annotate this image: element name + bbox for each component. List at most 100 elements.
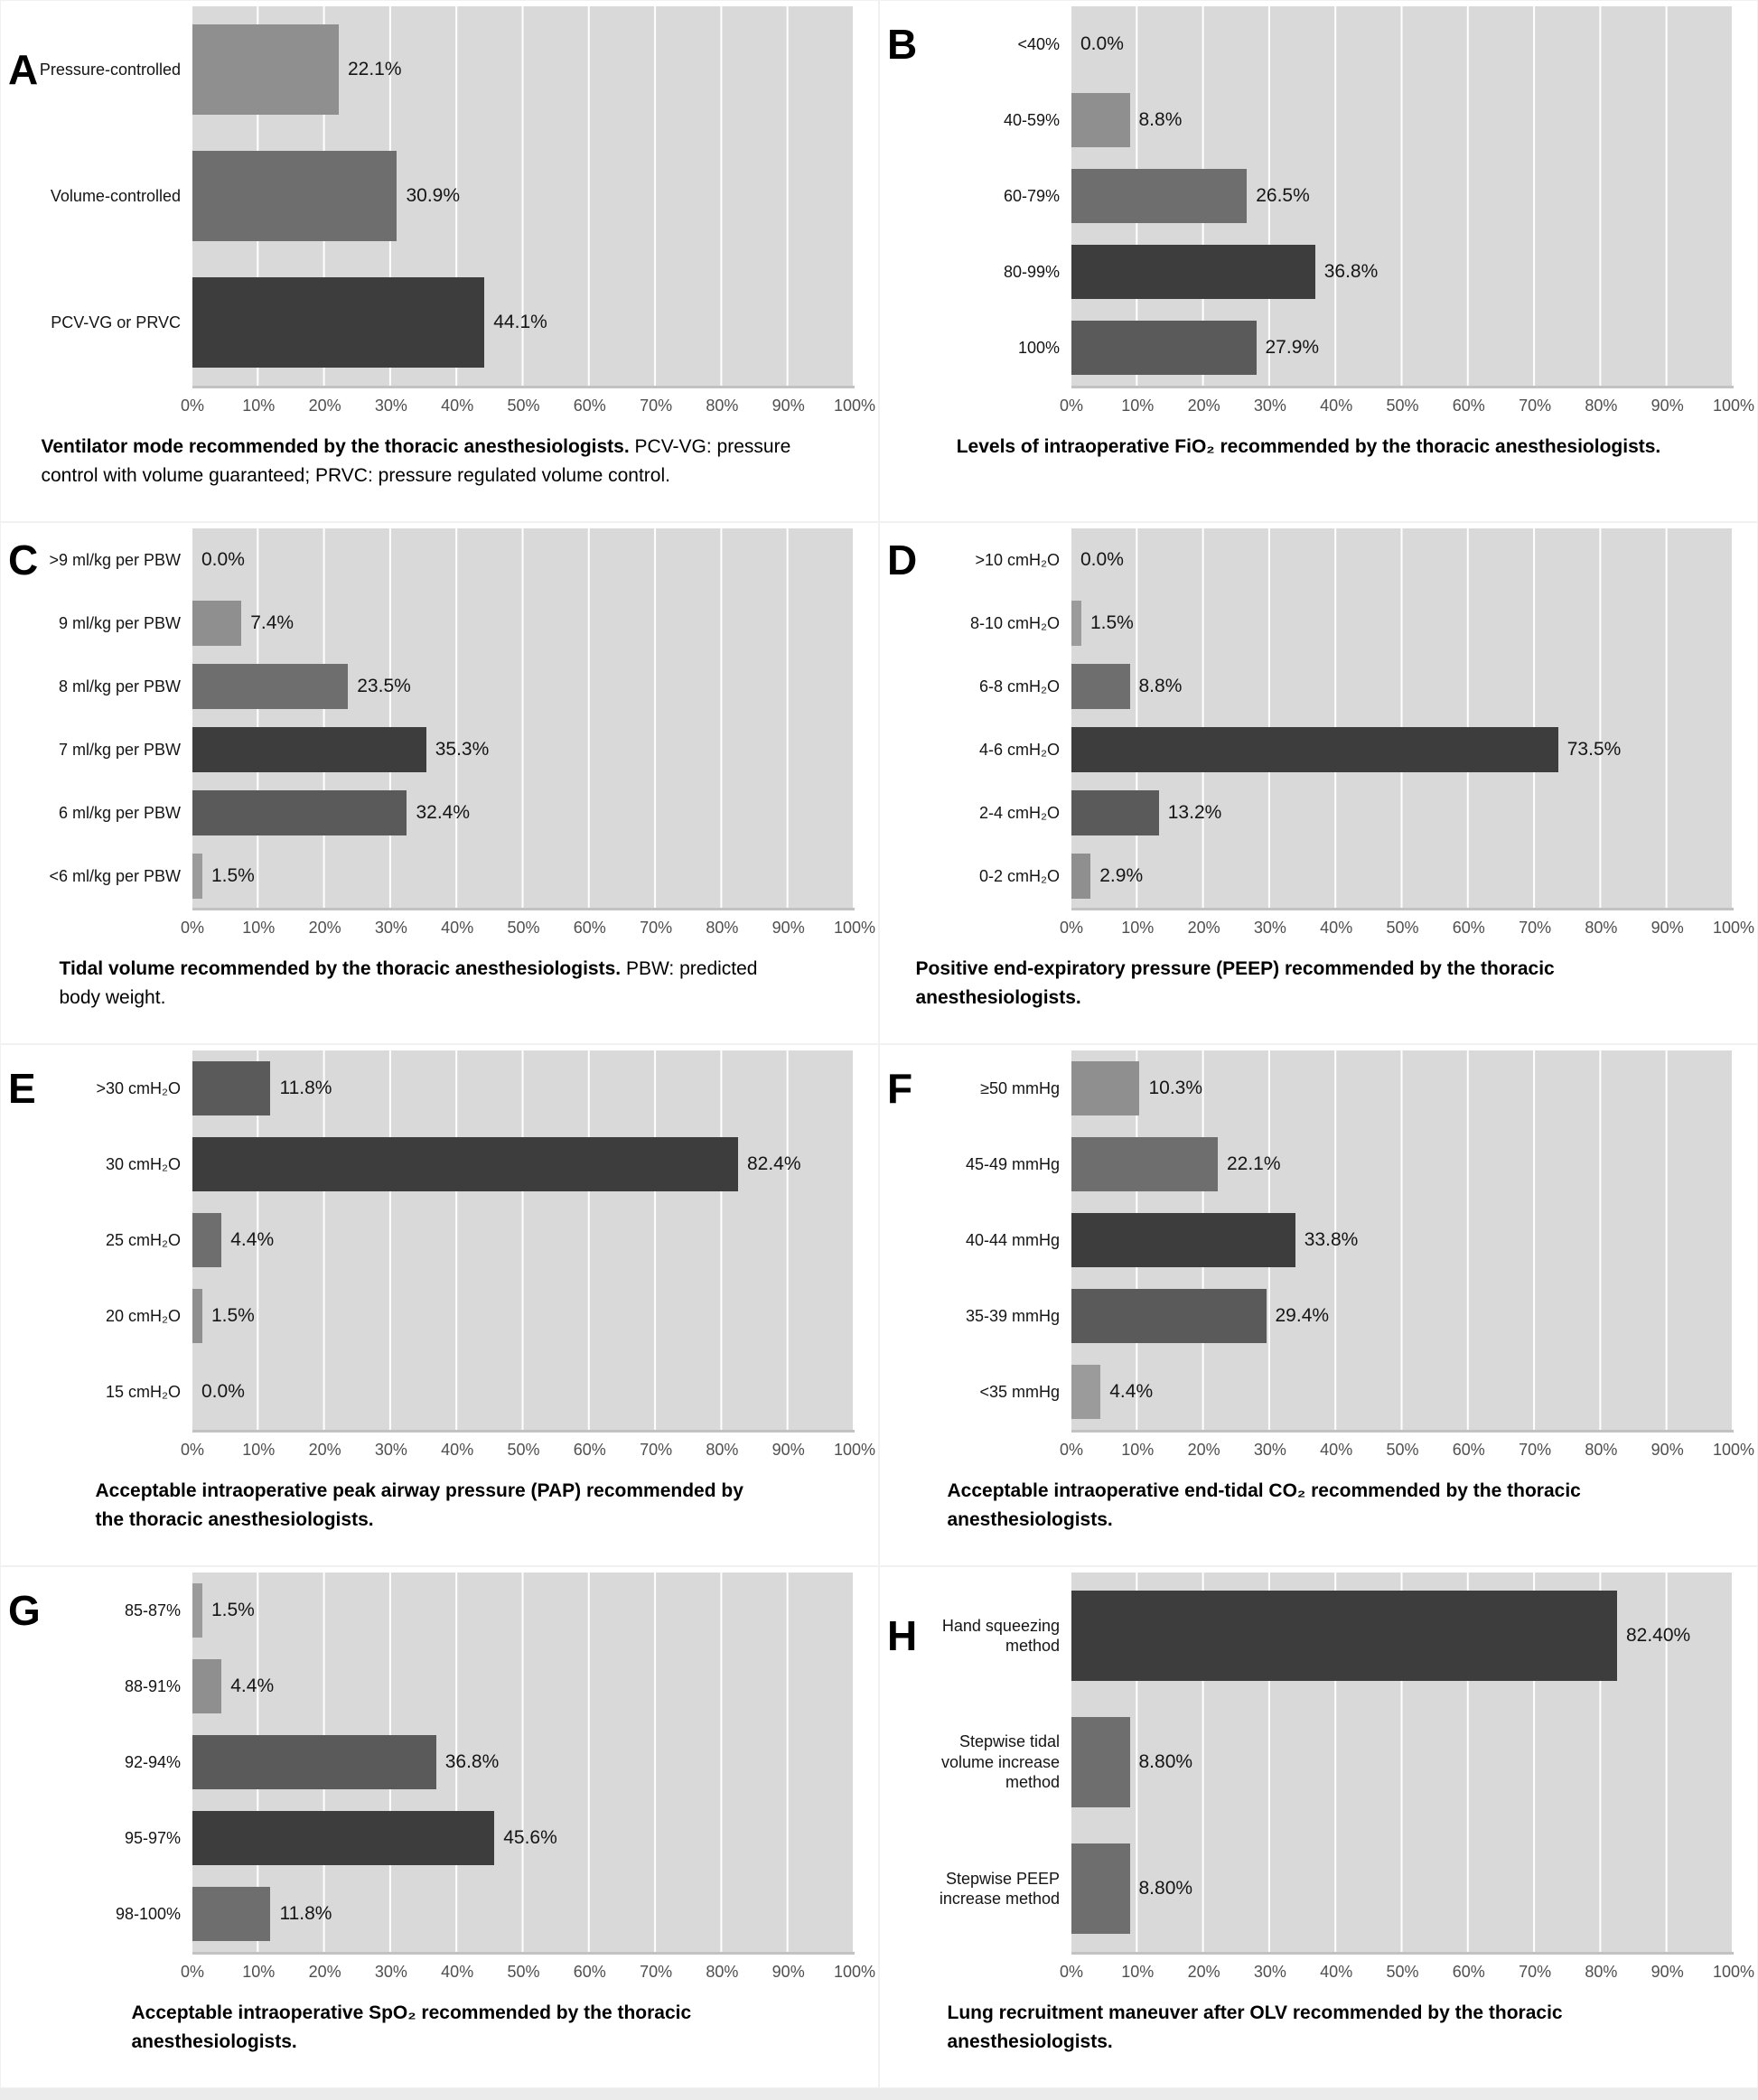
- category-label: 35-39 mmHg: [884, 1278, 1071, 1354]
- category-label: <40%: [884, 6, 1071, 82]
- bar-track: 4.4%: [192, 1648, 855, 1724]
- bar: [192, 663, 349, 710]
- category-label: 6 ml/kg per PBW: [5, 781, 192, 845]
- axis-tick-row: 0% 10% 20% 30% 40% 50% 60% 70% 80% 90% 100%: [1060, 1952, 1754, 1986]
- value-label: 0.0%: [1080, 549, 1124, 570]
- category-label: ≥50 mmHg: [884, 1050, 1071, 1126]
- bar-row: ≥50 mmHg 10.3%: [884, 1050, 1734, 1126]
- bar: [1071, 853, 1091, 900]
- category-label-text: 2-4 cmH₂O: [979, 803, 1060, 822]
- plot-area: <40% 0.0% 40-59% 8.8% 60-79% 26.5% 80-99% 36.8%…: [884, 6, 1734, 386]
- bar: [192, 600, 242, 647]
- bar-track: 0.0%: [1071, 6, 1734, 82]
- bar-track: 33.8%: [1071, 1202, 1734, 1278]
- category-label-text: 30 cmH₂O: [105, 1154, 181, 1173]
- axis-tick: 60%: [1452, 397, 1485, 415]
- category-label-text: Volume-controlled: [50, 186, 181, 205]
- panel-b: B <40% 0.0% 40-59% 8.8% 60-79% 26.5% 80-99% 36.8…: [879, 0, 1758, 522]
- category-label-text: 4-6 cmH₂O: [979, 740, 1060, 759]
- bar-track: 13.2%: [1071, 781, 1734, 845]
- x-axis: 0% 10% 20% 30% 40% 50% 60% 70% 80% 90% 100%: [5, 1430, 875, 1464]
- panel-letter-e: E: [8, 1065, 36, 1112]
- category-label: PCV-VG or PRVC: [5, 259, 192, 386]
- axis-tick: 60%: [573, 1441, 606, 1459]
- panel-letter-d: D: [887, 537, 918, 583]
- panel-caption: Acceptable intraoperative SpO₂ recommend…: [132, 1999, 728, 2056]
- bar-row: 98-100% 11.8%: [5, 1876, 855, 1952]
- axis-tick: 10%: [242, 919, 276, 937]
- axis-tick: 10%: [1121, 919, 1155, 937]
- category-label-text: Stepwise PEEP increase method: [939, 1869, 1060, 1909]
- category-label: Stepwise PEEP increase method: [884, 1825, 1071, 1952]
- bar-track: 7.4%: [192, 592, 855, 655]
- axis-spacer: [5, 908, 192, 942]
- axis-spacer: [5, 1430, 192, 1464]
- plot-area: Hand squeezing method 82.40% Stepwise tida…: [884, 1573, 1734, 1952]
- panel-f: F ≥50 mmHg 10.3% 45-49 mmHg 22.1% 40-44 mmHg 3…: [879, 1044, 1758, 1566]
- axis-tick: 10%: [1121, 397, 1155, 415]
- category-label: Stepwise tidal volume increase method: [884, 1699, 1071, 1825]
- value-label: 1.5%: [1089, 612, 1134, 633]
- bar-track: 30.9%: [192, 133, 855, 259]
- caption-bold-text: Tidal volume recommended by the thoracic…: [59, 958, 622, 979]
- axis-tick: 100%: [1712, 1441, 1755, 1459]
- bar: [192, 789, 407, 836]
- bar-track: 0.0%: [192, 528, 855, 592]
- bar: [1071, 1212, 1295, 1268]
- bar-track: 23.5%: [192, 655, 855, 718]
- axis-tick: 100%: [833, 1441, 876, 1459]
- axis-tick: 100%: [1712, 397, 1755, 415]
- bar-row: 8-10 cmH₂O 1.5%: [884, 592, 1734, 655]
- axis-tick: 30%: [374, 919, 407, 937]
- caption-container: Acceptable intraoperative end-tidal CO₂ …: [884, 1477, 1734, 1534]
- bar-track: 11.8%: [192, 1050, 855, 1126]
- axis-tick: 70%: [1519, 1963, 1552, 1981]
- category-label: 20 cmH₂O: [5, 1278, 192, 1354]
- bar: [1071, 1843, 1130, 1935]
- axis-spacer: [5, 386, 192, 420]
- bar-track: 27.9%: [1071, 310, 1734, 386]
- bar: [1071, 663, 1130, 710]
- bar: [192, 1060, 271, 1116]
- bar-row: 40-44 mmHg 33.8%: [884, 1202, 1734, 1278]
- bar-row: 8 ml/kg per PBW 23.5%: [5, 655, 855, 718]
- bar: [1071, 1060, 1140, 1116]
- bar-track: 4.4%: [192, 1202, 855, 1278]
- category-label: 2-4 cmH₂O: [884, 781, 1071, 845]
- panel-e: E >30 cmH₂O 11.8% 30 cmH₂O 82.4% 25 cmH₂O 4.4%…: [0, 1044, 879, 1566]
- axis-tick: 0%: [180, 1963, 205, 1981]
- axis-spacer: [884, 1952, 1071, 1986]
- axis-tick: 0%: [180, 397, 205, 415]
- value-label: 11.8%: [279, 1903, 332, 1924]
- axis-tick: 70%: [640, 919, 673, 937]
- axis-tick: 0%: [1059, 919, 1084, 937]
- bar-row: Hand squeezing method 82.40%: [884, 1573, 1734, 1699]
- category-label-text: >10 cmH₂O: [975, 550, 1060, 569]
- bar-row: 6 ml/kg per PBW 32.4%: [5, 781, 855, 845]
- bar: [192, 853, 202, 900]
- bar: [1071, 1716, 1130, 1808]
- bar: [192, 1810, 495, 1866]
- category-label-text: 35-39 mmHg: [965, 1306, 1060, 1325]
- x-axis: 0% 10% 20% 30% 40% 50% 60% 70% 80% 90% 100%: [5, 908, 875, 942]
- caption-container: Acceptable intraoperative SpO₂ recommend…: [5, 1999, 855, 2056]
- bar-row: 45-49 mmHg 22.1%: [884, 1126, 1734, 1202]
- category-label-text: 7 ml/kg per PBW: [58, 740, 181, 759]
- axis-tick: 40%: [1320, 919, 1353, 937]
- value-label: 30.9%: [406, 185, 461, 206]
- bar: [192, 23, 339, 116]
- panel-caption: Levels of intraoperative FiO₂ recommende…: [957, 433, 1661, 462]
- axis-tick: 70%: [1519, 919, 1552, 937]
- category-label: >9 ml/kg per PBW: [5, 528, 192, 592]
- category-label-text: 100%: [1017, 338, 1060, 357]
- caption-container: Levels of intraoperative FiO₂ recommende…: [884, 433, 1734, 462]
- axis-tick: 0%: [1059, 397, 1084, 415]
- value-label: 27.9%: [1265, 337, 1320, 358]
- axis-tick: 80%: [1585, 919, 1618, 937]
- category-label: >30 cmH₂O: [5, 1050, 192, 1126]
- axis-tick: 80%: [1585, 1441, 1618, 1459]
- plot-area: ≥50 mmHg 10.3% 45-49 mmHg 22.1% 40-44 mmHg 33…: [884, 1050, 1734, 1430]
- axis-tick: 80%: [1585, 397, 1618, 415]
- value-label: 82.40%: [1625, 1625, 1691, 1646]
- bar-track: 10.3%: [1071, 1050, 1734, 1126]
